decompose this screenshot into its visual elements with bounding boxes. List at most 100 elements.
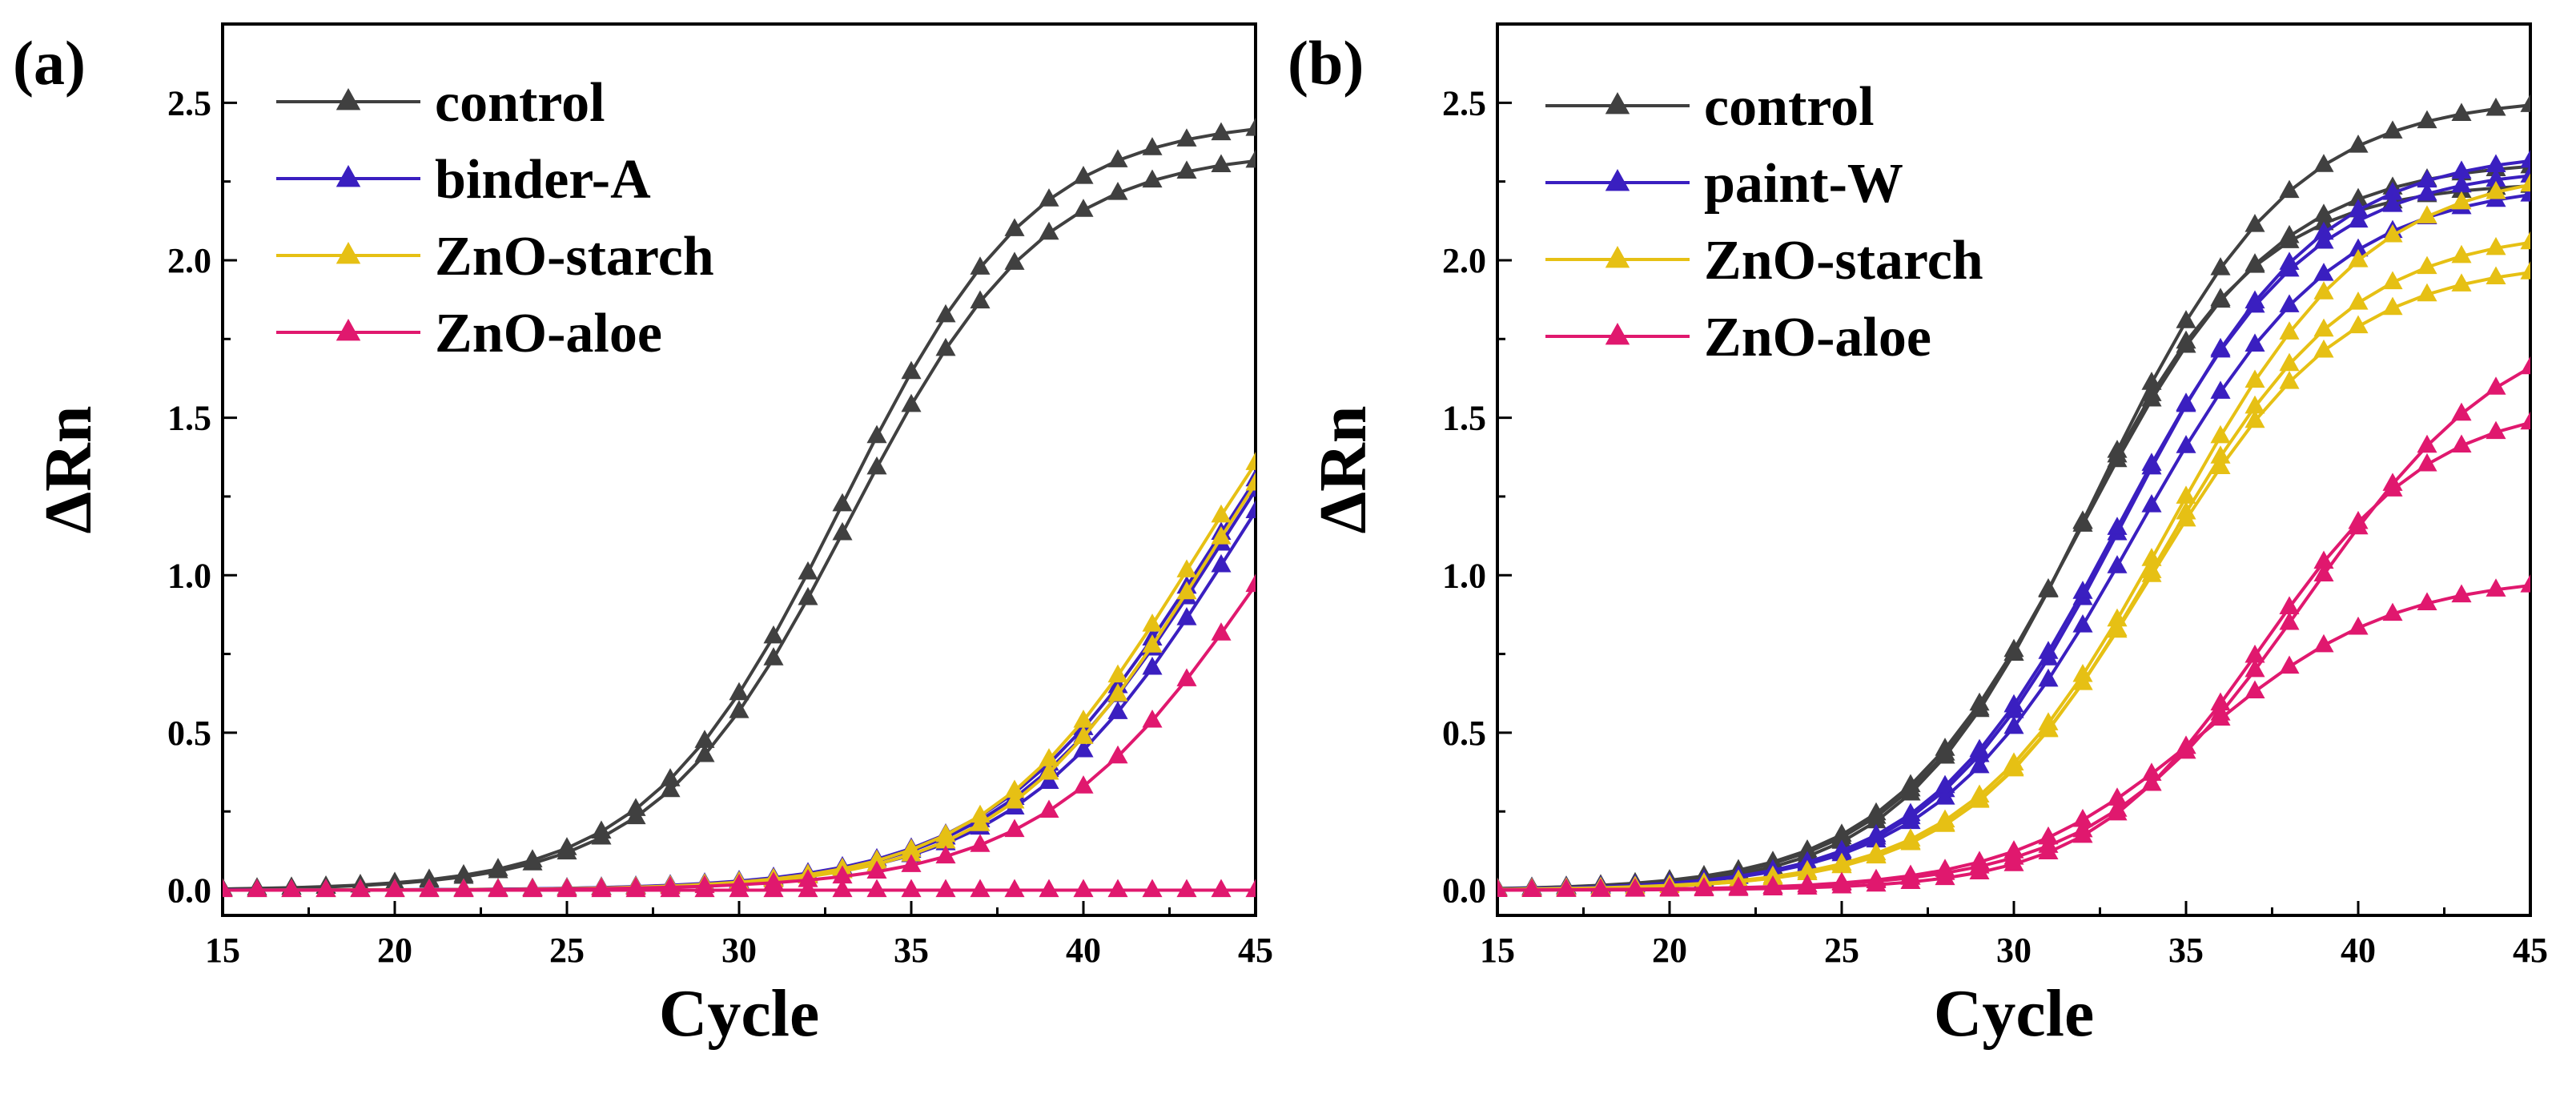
data-point-marker (350, 879, 371, 898)
data-point-marker (1521, 879, 1542, 897)
series-line (1497, 159, 2530, 891)
legend-item-aloe: ZnO-aloe (1545, 307, 1931, 368)
legend-item-starch: ZnO-starch (276, 226, 714, 288)
data-point-marker (2417, 592, 2437, 610)
data-point-marker (2141, 452, 2162, 471)
legend-label: control (1704, 76, 1875, 138)
data-point-marker (1176, 128, 1197, 147)
data-point-marker (2107, 787, 2128, 806)
data-point-marker (2210, 380, 2231, 399)
data-point-marker (2417, 283, 2437, 302)
data-point-marker (1900, 864, 1921, 883)
data-point-marker (2003, 694, 2024, 713)
data-point-marker (1073, 879, 1094, 898)
data-point-marker (1625, 878, 1646, 897)
y-tick-label: 0.5 (167, 714, 211, 753)
data-point-marker (2141, 762, 2162, 781)
series-line (1497, 164, 2530, 891)
legend-label: binder-A (435, 149, 651, 211)
data-point-marker (1176, 559, 1197, 577)
data-point-marker (2486, 236, 2506, 255)
series-control-1 (223, 149, 1256, 896)
data-point-marker (2451, 584, 2472, 603)
data-point-marker (1969, 861, 1990, 879)
data-point-marker (970, 256, 991, 275)
data-point-marker (1107, 701, 1128, 719)
data-point-marker (1142, 634, 1163, 653)
data-point-marker (2003, 757, 2024, 776)
data-point-marker (2244, 644, 2265, 663)
data-point-marker (2451, 273, 2472, 292)
data-point-marker (2417, 434, 2437, 453)
data-point-marker (1176, 581, 1197, 600)
data-point-marker (1142, 709, 1163, 728)
data-point-marker (2244, 214, 2265, 232)
data-point-marker (2244, 680, 2265, 699)
data-point-marker (2244, 333, 2265, 352)
data-point-marker (901, 360, 922, 380)
data-point-marker (2141, 494, 2162, 513)
x-axis-title: Cycle (659, 976, 820, 1051)
data-point-marker (1039, 761, 1059, 780)
data-point-marker (2244, 255, 2265, 273)
data-point-marker (1107, 879, 1128, 898)
data-point-marker (2486, 266, 2506, 285)
data-point-marker (2348, 248, 2369, 267)
data-point-marker (2520, 94, 2530, 112)
data-point-marker (2451, 434, 2472, 453)
data-point-marker (763, 625, 784, 644)
data-point-marker (2348, 616, 2369, 635)
series-line (1497, 193, 2530, 891)
data-point-marker (2003, 642, 2024, 661)
data-point-marker (1969, 698, 1990, 718)
series-aloe-7 (223, 573, 1256, 898)
data-point-marker (1107, 683, 1128, 702)
data-point-marker (2210, 339, 2231, 358)
data-point-marker (2141, 564, 2162, 582)
data-point-marker (384, 879, 405, 898)
series-group (1497, 94, 2530, 898)
data-point-marker (1211, 553, 1232, 573)
data-point-marker (1211, 122, 1232, 141)
data-point-marker (798, 561, 818, 580)
data-point-marker (1797, 874, 1818, 892)
legend-label: ZnO-aloe (435, 303, 662, 364)
data-point-marker (2038, 841, 2059, 859)
x-tick-label: 40 (1066, 931, 1101, 970)
data-point-marker (2176, 508, 2196, 527)
data-point-marker (2279, 655, 2300, 674)
panel-b: 15 20 25 30 35 40 45 0.0 0.5 1.0 1.5 2.0 2.5 Cycle ΔRn… (1288, 22, 2548, 1051)
data-point-marker (1590, 878, 1611, 897)
data-point-marker (1900, 782, 1921, 801)
data-point-marker (2003, 715, 2024, 734)
data-point-marker (2210, 707, 2231, 726)
data-point-marker (2176, 330, 2196, 349)
data-point-marker (1142, 137, 1163, 155)
series-line (1497, 183, 2530, 891)
data-point-marker (1176, 160, 1197, 179)
data-point-marker (1039, 188, 1059, 207)
data-point-marker (2313, 263, 2334, 281)
series-line (223, 159, 1256, 891)
data-point-marker (2486, 97, 2506, 116)
legend-label: control (435, 72, 605, 134)
data-point-marker (625, 879, 646, 898)
data-point-marker (2313, 230, 2334, 249)
x-tick-label: 35 (2168, 931, 2204, 970)
legend-marker (336, 164, 361, 187)
data-point-marker (866, 456, 887, 475)
data-point-marker (2382, 602, 2403, 621)
data-point-marker (2072, 511, 2093, 529)
y-tick-label: 1.5 (167, 399, 211, 438)
legend: control paint-W ZnO-starch ZnO-aloe (1545, 76, 1983, 368)
x-tick-label: 20 (1652, 931, 1687, 970)
data-point-marker (2382, 478, 2403, 497)
data-point-marker (1107, 664, 1128, 683)
data-point-marker (2279, 370, 2300, 389)
y-tick-label: 0.0 (1442, 871, 1486, 911)
data-point-marker (866, 879, 887, 898)
data-point-marker (2244, 294, 2265, 313)
data-point-marker (1176, 879, 1197, 898)
data-point-marker (1211, 154, 1232, 172)
series-starch-7 (1497, 231, 2530, 897)
